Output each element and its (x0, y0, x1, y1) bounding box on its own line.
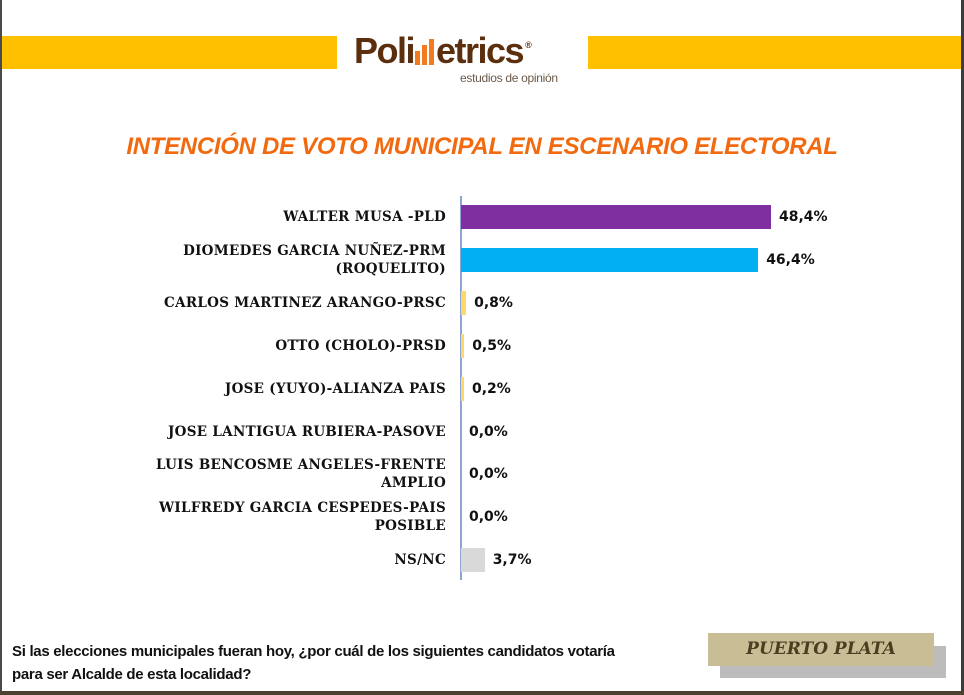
registered-mark: ® (525, 40, 532, 50)
data-bar (461, 377, 464, 401)
candidate-label-line-1: JOSE LANTIGUA RUBIERA-PASOVE (168, 424, 446, 440)
candidate-label-line-1: JOSE (YUYO)-ALIANZA PAIS (224, 381, 446, 397)
candidate-label-line-1: LUIS BENCOSME ANGELES-FRENTE (156, 457, 446, 473)
header-band-left (2, 36, 337, 69)
header-band-right (588, 36, 961, 69)
value-label: 0,0% (469, 509, 508, 525)
candidate-label: JOSE (YUYO)-ALIANZA PAIS (225, 380, 446, 398)
value-label: 0,0% (469, 466, 508, 482)
value-label: 48,4% (779, 209, 828, 225)
value-label: 3,7% (492, 552, 532, 568)
value-label: 0,0% (469, 424, 508, 440)
frame-left-border (0, 0, 2, 695)
logo-text-left: Poli (354, 30, 416, 71)
chart-axis-line (460, 196, 462, 580)
candidate-label-line-1: WALTER MUSA -PLD (283, 209, 446, 225)
location-badge: PUERTO PLATA (708, 633, 934, 666)
value-label: 46,4% (766, 252, 815, 268)
candidate-label-line-2: AMPLIO (381, 475, 446, 491)
candidate-label-line-1: DIOMEDES GARCIA NUÑEZ-PRM (183, 243, 446, 259)
frame-bottom-border (0, 691, 964, 695)
candidate-label: WALTER MUSA -PLD (283, 208, 446, 226)
question-line-2: para ser Alcalde de esta localidad? (12, 666, 252, 683)
data-bar (461, 548, 485, 572)
data-bar (461, 248, 759, 272)
polimetrics-logo: Poli etrics ® estudios de opinión (354, 30, 574, 90)
data-bar (461, 205, 771, 229)
value-label: 0,5% (472, 338, 512, 354)
candidate-label-line-1: NS/NC (394, 552, 446, 568)
candidate-label: OTTO (CHOLO)-PRSD (275, 337, 446, 355)
frame-right-border (961, 0, 964, 695)
data-bar (461, 334, 465, 358)
logo-text-right: etrics (436, 30, 525, 71)
bar-chart-icon (415, 39, 435, 65)
candidate-label: JOSE LANTIGUA RUBIERA-PASOVE (168, 423, 446, 441)
candidate-label: DIOMEDES GARCIA NUÑEZ-PRM (ROQUELITO) (183, 242, 446, 278)
logo-wordmark: Poli etrics ® (354, 30, 532, 72)
candidate-label-line-1: CARLOS MARTINEZ ARANGO-PRSC (164, 295, 446, 311)
survey-question: Si las elecciones municipales fueran hoy… (12, 640, 712, 686)
data-bar (461, 291, 467, 315)
candidate-label-line-2: POSIBLE (374, 518, 446, 534)
candidate-label-line-1: OTTO (CHOLO)-PRSD (275, 338, 446, 354)
candidate-label: LUIS BENCOSME ANGELES-FRENTE AMPLIO (156, 456, 446, 492)
chart-title: INTENCIÓN DE VOTO MUNICIPAL EN ESCENARIO… (126, 133, 838, 160)
candidate-label: CARLOS MARTINEZ ARANGO-PRSC (164, 294, 446, 312)
logo-subtitle: estudios de opinión (460, 71, 558, 85)
candidate-label: WILFREDY GARCIA CESPEDES-PAIS POSIBLE (159, 499, 446, 535)
candidate-label-line-1: WILFREDY GARCIA CESPEDES-PAIS (158, 500, 446, 516)
candidate-label: NS/NC (394, 551, 446, 569)
value-label: 0,8% (474, 295, 513, 311)
candidate-label-line-2: (ROQUELITO) (335, 261, 446, 277)
value-label: 0,2% (472, 381, 511, 397)
question-line-1: Si las elecciones municipales fueran hoy… (12, 643, 615, 660)
